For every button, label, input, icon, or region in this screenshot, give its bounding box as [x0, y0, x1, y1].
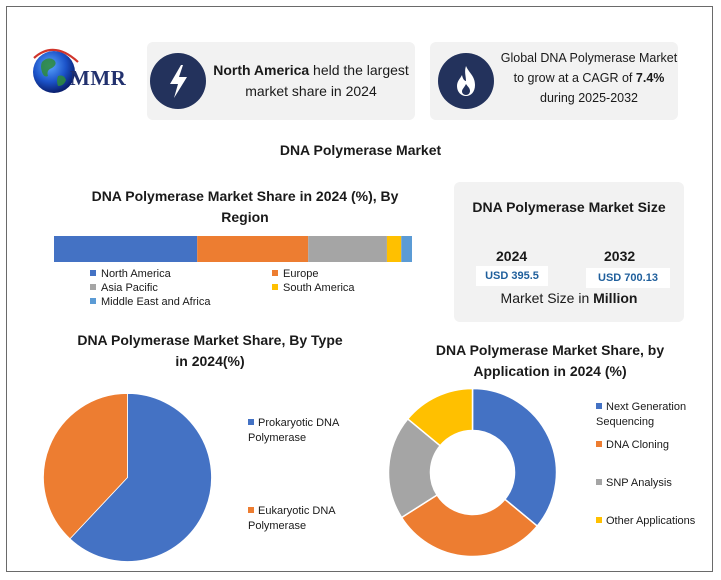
legend-swatch: [248, 507, 254, 513]
legend-snp-analysis: SNP Analysis: [596, 476, 716, 491]
cagr-line1: Global DNA Polymerase Market to grow at …: [500, 51, 678, 85]
slice-other-applications: [406, 387, 474, 447]
legend-label: North America: [101, 268, 171, 280]
highlight-text-region: North America held the largest market sh…: [211, 60, 411, 102]
legend-label: Eukaryotic DNA Polymerase: [248, 505, 336, 532]
legend-swatch: [248, 419, 254, 425]
legend-swatch: [272, 270, 278, 276]
footer-unit: Million: [593, 290, 638, 306]
legend-north-america: North America: [90, 268, 171, 281]
legend-south-america: South America: [272, 282, 355, 295]
slice-prokaryotic-dna-polymerase: [69, 393, 212, 562]
highlight-text-cagr: Global DNA Polymerase Market to grow at …: [500, 48, 678, 108]
application-chart-title: DNA Polymerase Market Share, by Applicat…: [435, 342, 665, 379]
legend-prokaryotic-dna-polymerase: Prokaryotic DNA Polymerase: [248, 416, 368, 446]
legend-swatch: [272, 284, 278, 290]
lightning-badge: [150, 53, 206, 109]
flame-badge: [438, 53, 494, 109]
year-2032: 2032: [604, 248, 636, 264]
globe-icon: [33, 48, 79, 93]
lightning-icon: [170, 65, 187, 98]
legend-swatch: [90, 284, 96, 290]
mmr-logo: MMR: [30, 42, 140, 102]
legend-swatch: [596, 403, 602, 409]
market-size-footer: Market Size in Million: [454, 290, 684, 306]
type-pie-chart: [43, 393, 212, 562]
value-2024: USD 395.5: [476, 266, 548, 286]
legend-label: Middle East and Africa: [101, 296, 211, 308]
footer-pre: Market Size in: [500, 290, 594, 306]
bar-segment-europe: [197, 236, 309, 262]
bar-segment-asia-pacific: [308, 236, 387, 262]
cagr-value: 7.4%: [635, 71, 665, 85]
legend-label: Europe: [283, 268, 319, 280]
highlight-bold-region: North America: [213, 62, 310, 78]
legend-asia-pacific: Asia Pacific: [90, 282, 158, 295]
slice-eukaryotic-dna-polymerase: [43, 393, 128, 540]
legend-swatch: [90, 298, 96, 304]
legend-swatch: [596, 441, 602, 447]
legend-swatch: [596, 479, 602, 485]
legend-swatch: [90, 270, 96, 276]
bar-segment-south-america: [386, 236, 402, 262]
flame-icon: [457, 66, 475, 96]
legend-label: Next Generation Sequencing: [596, 401, 687, 428]
year-2024: 2024: [496, 248, 528, 264]
legend-label: Asia Pacific: [101, 282, 158, 294]
legend-label: SNP Analysis: [606, 477, 672, 489]
logo-text: MMR: [70, 66, 127, 90]
legend-swatch: [596, 517, 602, 523]
application-donut-chart: [387, 387, 558, 558]
legend-europe: Europe: [272, 268, 318, 281]
highlight-card-cagr: Global DNA Polymerase Market to grow at …: [430, 42, 678, 120]
market-size-card: DNA Polymerase Market Size 2024 2032 USD…: [454, 182, 684, 322]
slice-dna-cloning: [400, 493, 539, 558]
legend-label: South America: [283, 282, 355, 294]
type-chart-title: DNA Polymerase Market Share, By Type in …: [77, 332, 343, 369]
legend-other-applications: Other Applications: [596, 514, 716, 529]
cagr-line2: during 2025-2032: [540, 91, 638, 105]
legend-label: Prokaryotic DNA Polymerase: [248, 417, 339, 444]
bar-segment-middle-east-and-africa: [401, 236, 412, 262]
legend-label: Other Applications: [606, 515, 696, 527]
highlight-rest-region: held the largest market share in 2024: [245, 62, 409, 99]
highlight-card-region: North America held the largest market sh…: [147, 42, 415, 120]
legend-eukaryotic-dna-polymerase: Eukaryotic DNA Polymerase: [248, 504, 368, 534]
main-title: DNA Polymerase Market: [279, 142, 442, 158]
legend-label: DNA Cloning: [606, 439, 669, 451]
legend-middle-east-and-africa: Middle East and Africa: [90, 296, 210, 309]
region-stacked-bar: [54, 236, 412, 262]
market-size-title: DNA Polymerase Market Size: [472, 199, 666, 215]
slice-next-generation-sequencing: [471, 387, 558, 528]
region-chart-title: DNA Polymerase Market Share in 2024 (%),…: [91, 188, 399, 225]
bar-segment-north-america: [54, 236, 198, 262]
value-2032: USD 700.13: [586, 268, 670, 288]
legend-next-generation-sequencing: Next Generation Sequencing: [596, 400, 716, 430]
legend-dna-cloning: DNA Cloning: [596, 438, 716, 453]
